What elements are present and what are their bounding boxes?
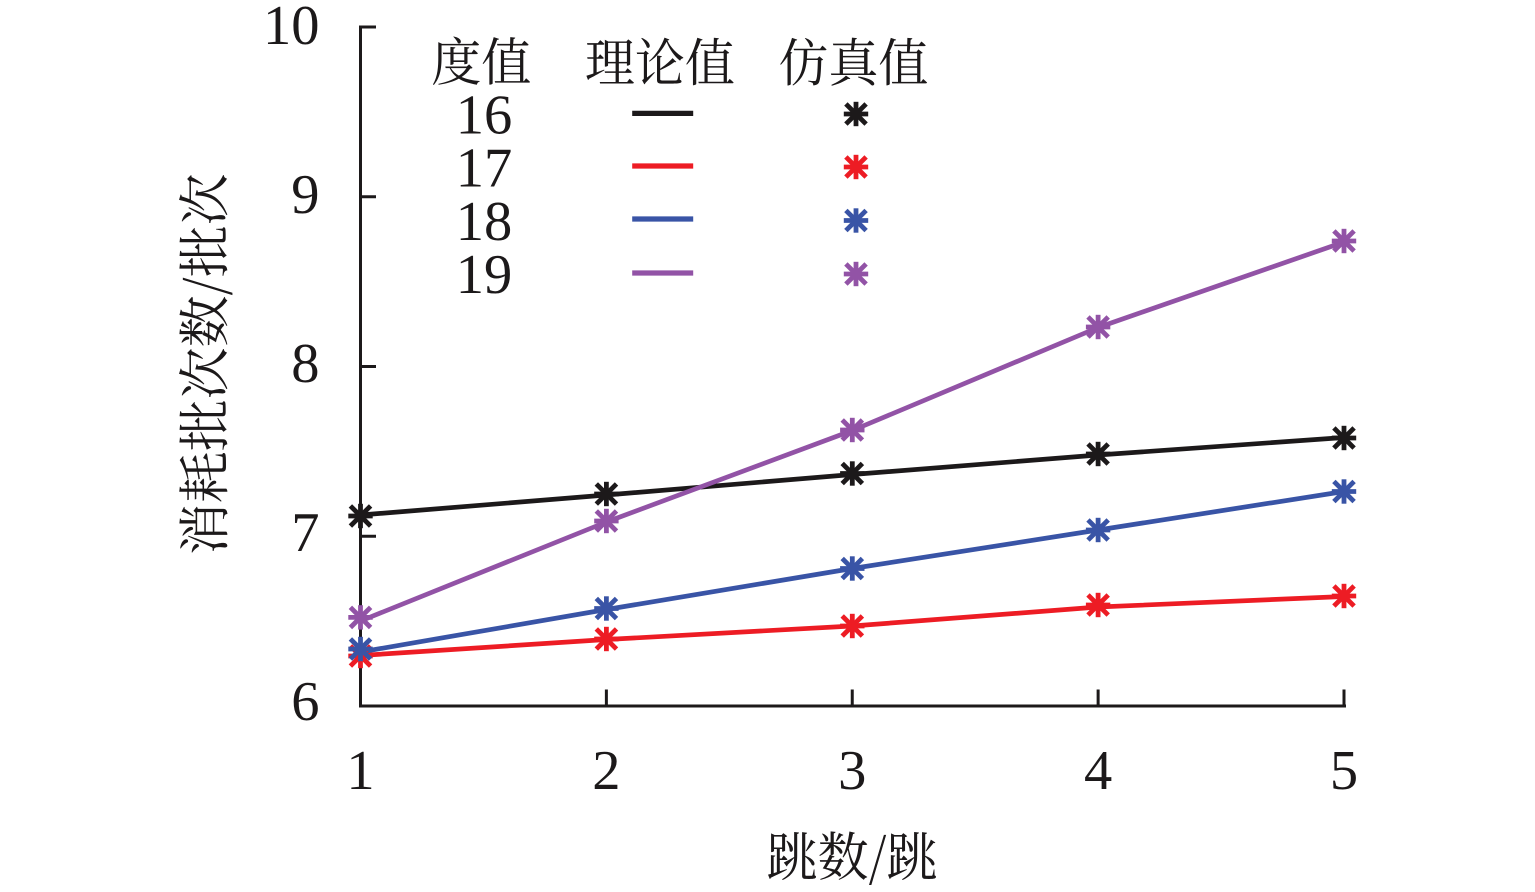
svg-text:9: 9	[291, 164, 319, 226]
svg-text:6: 6	[291, 671, 319, 733]
svg-text:17: 17	[456, 137, 513, 199]
svg-text:16: 16	[456, 84, 513, 146]
svg-text:7: 7	[291, 502, 319, 564]
svg-text:10: 10	[263, 0, 320, 57]
svg-text:2: 2	[592, 740, 620, 802]
svg-text:3: 3	[838, 740, 866, 802]
svg-text:5: 5	[1330, 740, 1358, 802]
svg-text:8: 8	[291, 333, 319, 395]
svg-text:1: 1	[346, 740, 374, 802]
svg-text:18: 18	[456, 191, 513, 253]
svg-text:4: 4	[1084, 740, 1112, 802]
svg-text:19: 19	[456, 244, 513, 306]
